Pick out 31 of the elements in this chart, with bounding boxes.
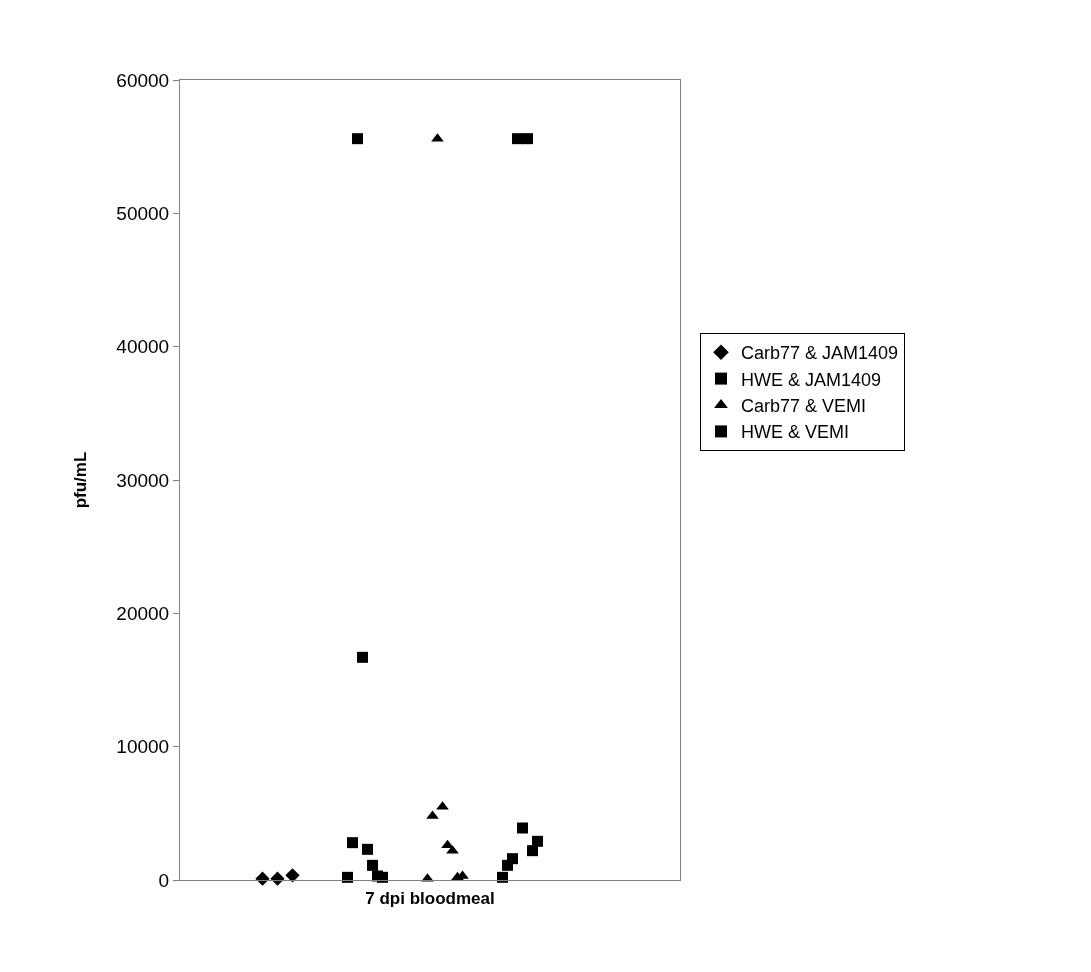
point [357,651,368,663]
point [532,835,543,847]
y-tick-label: 0 [158,869,170,891]
legend-label: Carb77 & VEMI [741,396,867,417]
y-tick-label: 40000 [116,336,170,358]
legend-label: HWE & JAM1409 [741,369,882,390]
point [527,845,538,857]
point [352,133,363,145]
x-axis-title: 7 dpi bloodmeal [365,889,495,909]
point [377,871,388,883]
point [507,853,518,865]
y-tick-label: 30000 [116,469,170,491]
y-tick-label: 20000 [116,602,170,624]
legend-label: HWE & VEMI [741,422,850,443]
point [441,839,454,849]
point [347,837,358,849]
point [270,871,285,886]
point [342,871,353,883]
y-tick-label: 10000 [116,736,170,758]
y-tick-label: 50000 [116,202,170,224]
y-axis-title: pfu/mL [70,451,90,509]
point [517,822,528,834]
point [522,133,533,145]
point [367,859,378,871]
legend-label: Carb77 & JAM1409 [741,343,899,364]
point [497,871,508,883]
point [362,843,373,855]
point [512,133,523,145]
point [255,871,270,886]
point [285,868,300,883]
y-tick-label: 60000 [116,69,170,91]
